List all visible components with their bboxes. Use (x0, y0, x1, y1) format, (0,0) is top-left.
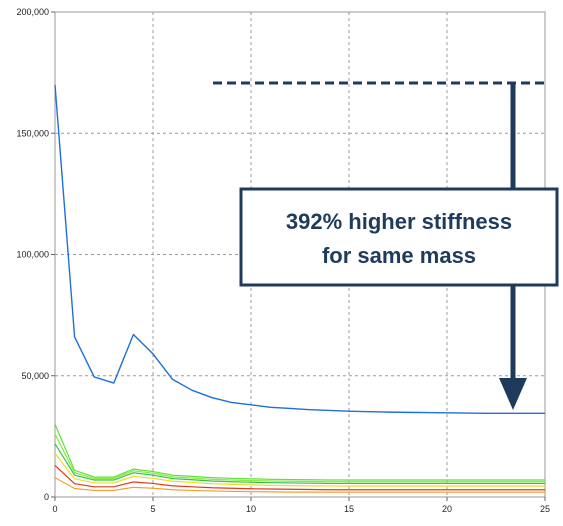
y-tick-label: 0 (44, 492, 49, 502)
y-tick-label: 200,000 (16, 7, 49, 17)
x-tick-label: 0 (52, 504, 57, 514)
callout-line-2: for same mass (322, 243, 476, 268)
series-line-5 (54, 452, 545, 487)
callout-line-1: 392% higher stiffness (286, 209, 512, 234)
axis-ticks: 0 5 10 15 20 25 0 50,000 100,000 150,000 200,000 (16, 7, 550, 514)
x-tick-label: 10 (246, 504, 256, 514)
stiffness-callout: 392% higher stiffness for same mass (213, 81, 559, 410)
x-tick-label: 15 (344, 504, 354, 514)
y-tick-label: 150,000 (16, 128, 49, 138)
y-tick-label: 100,000 (16, 250, 49, 260)
series-line-7 (54, 477, 545, 493)
series-group (54, 84, 545, 493)
series-line-3 (54, 433, 545, 483)
callout-box (239, 187, 559, 287)
y-tick-label: 50,000 (21, 371, 49, 381)
series-line-6 (54, 465, 545, 491)
arrow-head-icon (499, 378, 527, 410)
series-line-4 (54, 443, 545, 485)
x-tick-label: 20 (442, 504, 452, 514)
x-tick-label: 5 (150, 504, 155, 514)
x-tick-label: 25 (540, 504, 550, 514)
series-line-1 (54, 84, 545, 415)
series-line-2 (54, 424, 545, 481)
